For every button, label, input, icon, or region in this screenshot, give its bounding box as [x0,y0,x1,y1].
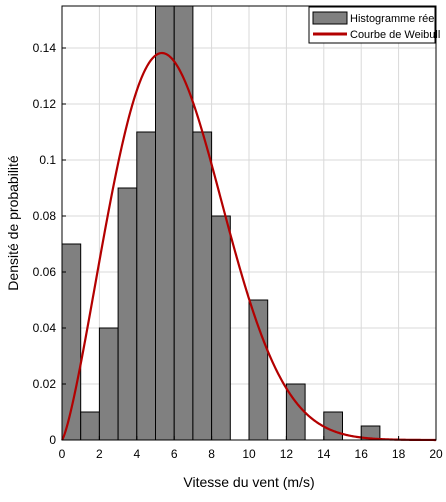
y-tick-label: 0.08 [33,209,57,223]
x-tick-label: 10 [242,447,256,461]
histogram-bar [173,5,194,441]
legend: Histogramme réel Courbe de Weibull [308,6,440,44]
histogram-bar [192,131,213,441]
y-tick-label: 0.1 [39,153,56,167]
weibull-curve [61,51,436,442]
histogram-bars [61,5,381,441]
y-axis-ticks: 0 0.02 0.04 0.06 0.08 0.1 0.12 0.14 [33,41,66,447]
legend-histogram-swatch [312,11,348,25]
histogram-bar [211,215,231,441]
histogram-bar [98,327,119,441]
x-tick-label: 4 [133,447,140,461]
x-tick-label: 16 [355,447,369,461]
y-tick-label: 0.02 [33,377,57,391]
y-tick-label: 0.14 [33,41,57,55]
histogram-bar [323,411,343,441]
x-tick-label: 8 [208,447,215,461]
histogram-bar [136,131,157,441]
histogram-bar [117,187,138,441]
histogram-bar [80,411,100,441]
histogram-bar [155,5,175,441]
x-tick-label: 2 [96,447,103,461]
y-tick-label: 0.04 [33,321,57,335]
x-tick-label: 20 [429,447,443,461]
legend-histogram-label: Histogramme réel [350,13,437,25]
histogram-bar [248,299,269,441]
x-axis-title: Vitesse du vent (m/s) [183,474,314,490]
y-axis-title: Densité de probabilité [5,155,21,291]
x-tick-label: 0 [59,447,66,461]
y-tick-label: 0.12 [33,97,57,111]
x-tick-label: 6 [171,447,178,461]
y-tick-label: 0.06 [33,265,57,279]
x-tick-label: 14 [317,447,331,461]
y-tick-label: 0 [49,433,56,447]
x-tick-label: 18 [392,447,406,461]
x-axis-ticks: 0 2 4 6 8 10 12 14 16 18 20 [59,436,443,461]
legend-curve-label: Courbe de Weibull [350,29,440,41]
x-tick-label: 12 [280,447,294,461]
